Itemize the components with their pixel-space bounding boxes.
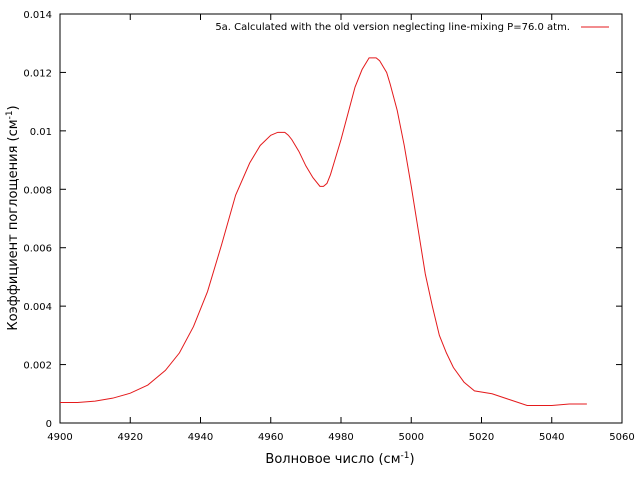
x-axis-label-end: ) <box>409 452 414 467</box>
x-tick-label: 4960 <box>258 432 283 443</box>
x-tick-label: 5020 <box>469 432 494 443</box>
x-tick-label: 4900 <box>47 432 72 443</box>
series-group <box>60 57 587 406</box>
x-tick-label: 5060 <box>609 432 634 443</box>
legend-entry-label: 5a. Calculated with the old version negl… <box>215 22 570 33</box>
y-axis-label-superscript: -1 <box>5 110 15 119</box>
y-tick-label: 0.008 <box>23 185 52 196</box>
x-axis-label-main: Волновое число (см <box>265 452 400 467</box>
y-tick-label: 0.012 <box>23 68 52 79</box>
x-axis-label-superscript: -1 <box>401 451 410 461</box>
y-tick-label: 0 <box>46 419 52 430</box>
x-tick-label: 4920 <box>118 432 143 443</box>
axis-ticks <box>59 13 623 424</box>
y-tick-label: 0.006 <box>23 244 52 255</box>
y-tick-label: 0.002 <box>23 361 52 372</box>
series-line <box>60 57 587 406</box>
x-tick-label: 5040 <box>539 432 564 443</box>
y-tick-label: 0.014 <box>23 10 52 21</box>
y-tick-label: 0.004 <box>23 302 52 313</box>
plot-frame <box>59 13 623 424</box>
y-tick-label: 0.01 <box>30 127 52 138</box>
y-axis-label-main: Коэффициент поглощения (см <box>6 119 21 330</box>
y-axis-label: Коэффициент поглощения (см-1) <box>5 105 21 330</box>
axis-tick-labels: 4900 4920 4940 4960 4980 5000 5020 5040 5060 0 0.0… <box>23 10 634 443</box>
x-tick-label: 4940 <box>188 432 213 443</box>
x-tick-label: 5000 <box>399 432 424 443</box>
x-tick-label: 4980 <box>328 432 353 443</box>
x-axis-label: Волновое число (см-1) <box>265 451 414 467</box>
y-axis-label-end: ) <box>6 105 21 110</box>
